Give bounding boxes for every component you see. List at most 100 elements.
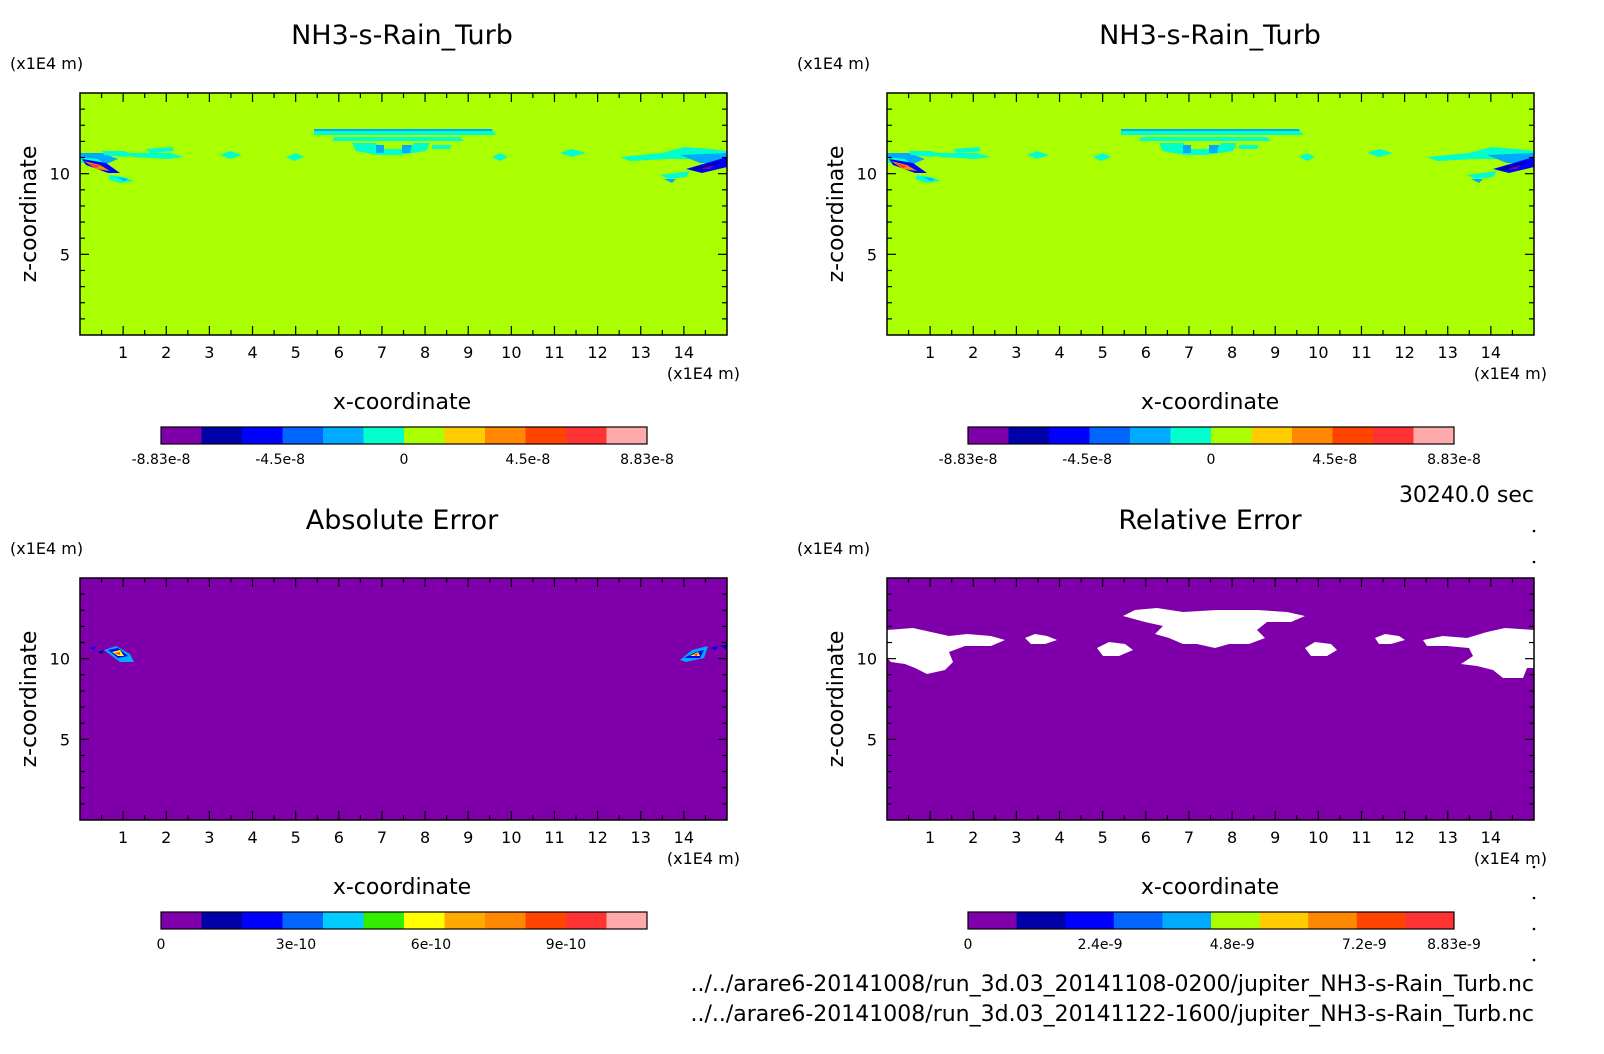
x-tick-label: 12 — [1394, 828, 1414, 847]
x-tick-label: 6 — [1141, 828, 1151, 847]
x-tick-label: 3 — [204, 828, 214, 847]
colorbar-swatch — [968, 912, 1018, 929]
x-tick-label: 8 — [1227, 343, 1237, 362]
x-tick-label: 7 — [1184, 828, 1194, 847]
panel-top-left: NH3-s-Rain_Turb (x1E4 m) — [10, 20, 740, 468]
x-axis-label: x-coordinate — [333, 875, 471, 900]
colorbar-swatch — [525, 912, 567, 929]
panel-title: NH3-s-Rain_Turb — [291, 20, 513, 51]
x-tick-label: 2 — [968, 828, 978, 847]
x-tick-label: 14 — [674, 343, 694, 362]
x-axis-label: x-coordinate — [1141, 390, 1279, 415]
x-tick-label: 10 — [501, 828, 521, 847]
colorbar-swatch — [606, 427, 648, 444]
x-tick-label: 5 — [1098, 343, 1108, 362]
x-tick-label: 1 — [925, 828, 935, 847]
x-tick-label: 9 — [1270, 828, 1280, 847]
y-tick-label: 5 — [60, 730, 70, 749]
y-tick-label: 10 — [857, 650, 877, 669]
colorbar-swatch — [1405, 912, 1455, 929]
colorbar-label: 8.83e-8 — [620, 452, 674, 468]
colorbar-frame — [160, 426, 648, 445]
x-tick-label: 6 — [1141, 343, 1151, 362]
x-tick-label: 13 — [1438, 828, 1458, 847]
colorbar-label: 2.4e-9 — [1078, 937, 1123, 953]
colorbar-label: -4.5e-8 — [255, 452, 305, 468]
colorbar-swatch — [161, 912, 202, 929]
x-tick-label: 2 — [968, 343, 978, 362]
colorbar-swatch — [566, 912, 607, 929]
colorbar-swatch — [1065, 912, 1115, 929]
colorbar-swatch — [282, 912, 324, 929]
colorbar-swatch — [1008, 427, 1050, 444]
colorbar-swatch — [1211, 912, 1261, 929]
colorbar-label: 8.83e-8 — [1427, 452, 1481, 468]
colorbar-label: 0 — [1207, 452, 1216, 468]
y-unit-label: (x1E4 m) — [797, 54, 870, 73]
x-tick-label: 1 — [118, 343, 128, 362]
colorbar-label: 4.5e-8 — [1312, 452, 1357, 468]
colorbar: -8.83e-8 -4.5e-8 0 4.5e-8 8.83e-8 — [939, 426, 1481, 468]
x-tick-label: 10 — [1308, 343, 1328, 362]
x-tick-label: 11 — [544, 343, 564, 362]
y-unit-label: (x1E4 m) — [797, 539, 870, 558]
y-tick-label: 5 — [867, 245, 877, 264]
time-label: 30240.0 sec — [1399, 483, 1534, 508]
x-tick-label: 4 — [247, 828, 257, 847]
x-tick-label: 4 — [1054, 343, 1064, 362]
x-unit-label: (x1E4 m) — [1474, 364, 1547, 383]
file-path-1: ../../arare6-20141008/run_3d.03_20141108… — [690, 972, 1534, 997]
colorbar-swatch — [1016, 912, 1066, 929]
x-axis-label: x-coordinate — [1141, 875, 1279, 900]
panel-title: NH3-s-Rain_Turb — [1099, 20, 1321, 51]
colorbar-swatch — [566, 427, 607, 444]
y-axis-label: z-coordinate — [17, 631, 42, 768]
colorbar-swatch — [201, 427, 243, 444]
colorbar-label: 9e-10 — [546, 937, 586, 953]
colorbar-label: -4.5e-8 — [1062, 452, 1112, 468]
x-tick-label: 14 — [674, 828, 694, 847]
colorbar-swatch — [1049, 427, 1090, 444]
x-tick-label: 6 — [334, 828, 344, 847]
x-tick-label: 2 — [161, 343, 171, 362]
y-tick-label: 10 — [857, 165, 877, 184]
panel-title: Absolute Error — [306, 505, 499, 536]
x-tick-label: 12 — [587, 343, 607, 362]
colorbar-swatch — [1373, 427, 1414, 444]
colorbar-swatch — [363, 912, 405, 929]
colorbar-swatch — [323, 912, 364, 929]
x-tick-label: 7 — [1184, 343, 1194, 362]
colorbar-swatch — [404, 912, 445, 929]
x-tick-label: 11 — [544, 828, 564, 847]
colorbar: 0 2.4e-9 4.8e-9 7.2e-9 8.83e-9 — [964, 911, 1481, 953]
x-tick-label: 8 — [1227, 828, 1237, 847]
x-tick-label: 3 — [1011, 828, 1021, 847]
x-tick-label: 9 — [463, 343, 473, 362]
colorbar-swatch — [1130, 427, 1171, 444]
x-tick-label: 3 — [204, 343, 214, 362]
colorbar-swatch — [485, 427, 526, 444]
colorbar-swatch — [1292, 427, 1333, 444]
colorbar-label: 0 — [400, 452, 409, 468]
y-axis-label: z-coordinate — [824, 146, 849, 283]
x-tick-label: 12 — [587, 828, 607, 847]
colorbar-label: -8.83e-8 — [132, 452, 191, 468]
colorbar-label: -8.83e-8 — [939, 452, 998, 468]
y-tick-label: 10 — [50, 650, 70, 669]
colorbar-label: 4.8e-9 — [1210, 937, 1255, 953]
x-tick-label: 6 — [334, 343, 344, 362]
colorbar-swatch — [1251, 427, 1293, 444]
colorbar-swatch — [404, 427, 445, 444]
contour-features — [80, 129, 727, 183]
y-axis-label: z-coordinate — [824, 631, 849, 768]
x-tick-label: 10 — [1308, 828, 1328, 847]
x-tick-label: 7 — [377, 343, 387, 362]
panel-bottom-right: Relative Error (x1E4 m) 1 2 3 4 5 6 7 8 9 10 11 12 1… — [797, 505, 1547, 953]
x-tick-label: 10 — [501, 343, 521, 362]
x-tick-label: 14 — [1481, 343, 1501, 362]
edge-markers — [1532, 529, 1536, 962]
colorbar: -8.83e-8 -4.5e-8 0 4.5e-8 8.83e-8 — [132, 426, 674, 468]
x-axis-label: x-coordinate — [333, 390, 471, 415]
colorbar-swatch — [201, 912, 243, 929]
